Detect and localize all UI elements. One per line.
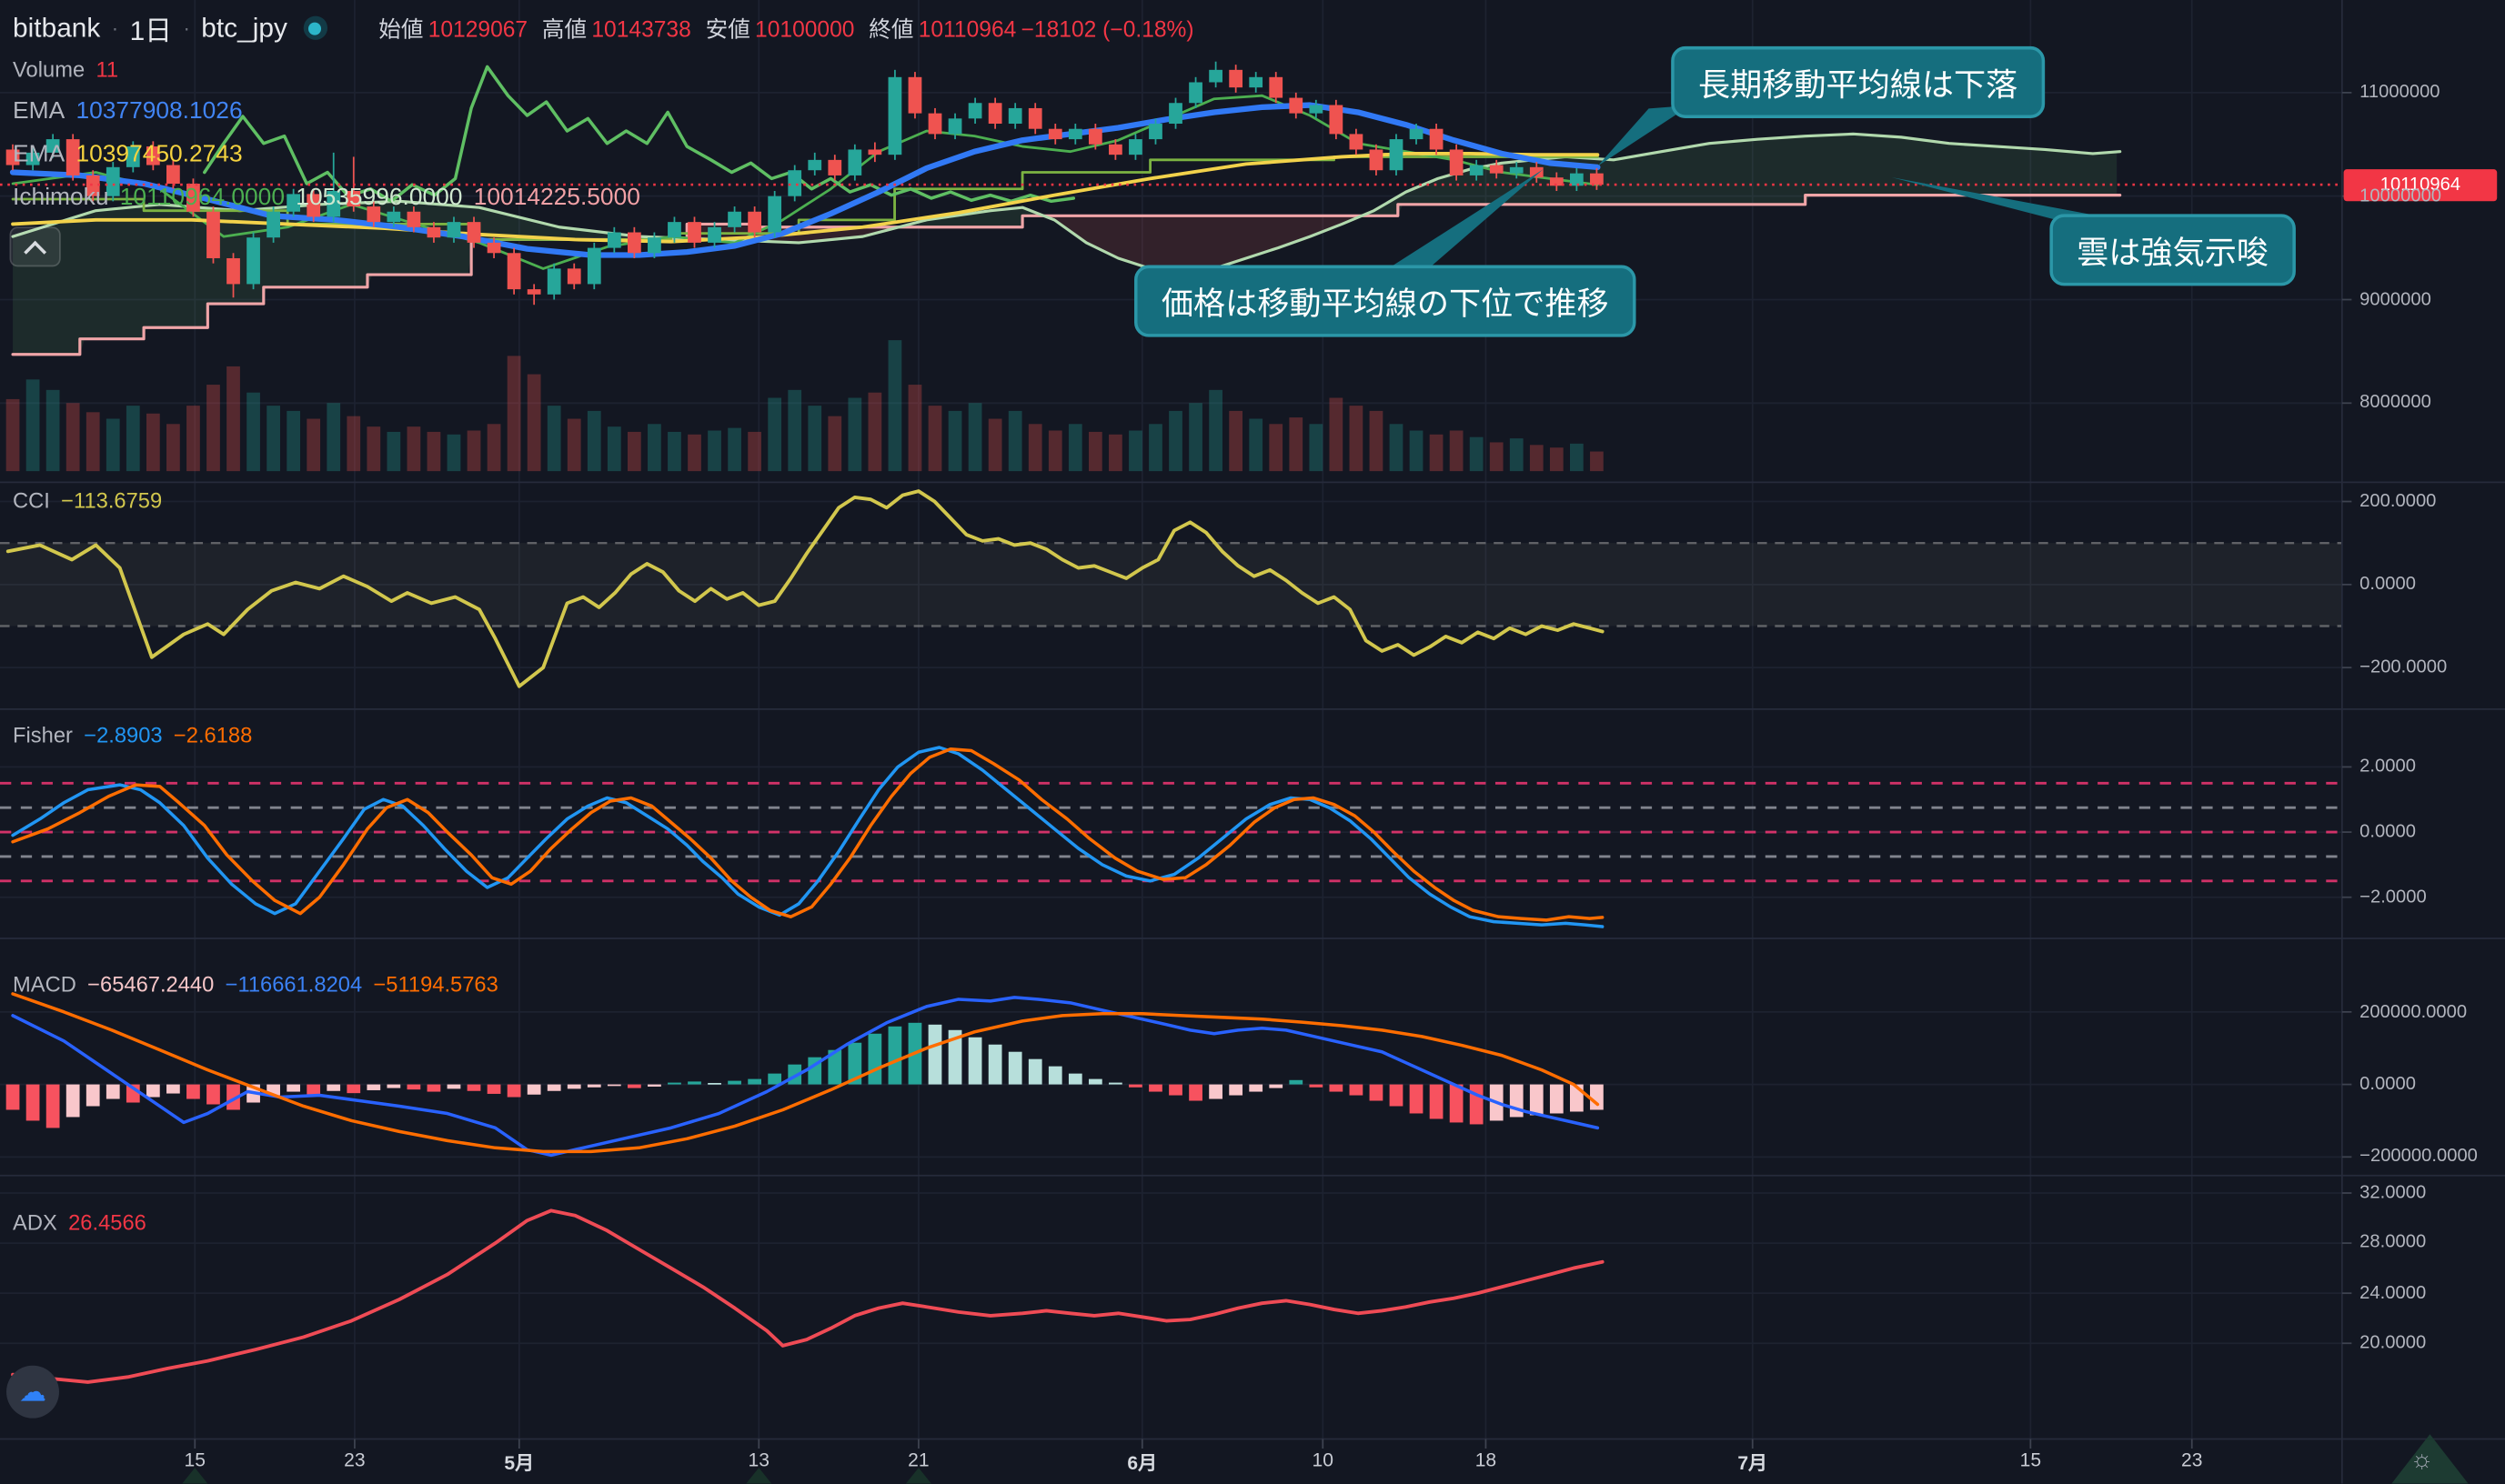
ema-label: EMA bbox=[13, 97, 65, 125]
price-pane[interactable] bbox=[9, 65, 2122, 356]
time-axis-label: 15 bbox=[2019, 1449, 2042, 1471]
callout-annotation-ma-falling[interactable]: 長期移動平均線は下落 bbox=[1671, 45, 2046, 118]
cci-label: CCI bbox=[13, 488, 50, 513]
fisher-value-1: −2.8903 bbox=[84, 723, 163, 747]
macd-hist-value: −65467.2440 bbox=[87, 972, 215, 997]
price-axis-label: −200000.0000 bbox=[2359, 1147, 2478, 1167]
close-label: 終値 bbox=[869, 15, 914, 42]
callout-annotation-price-below-ma[interactable]: 価格は移動平均線の下位で推移 bbox=[1134, 265, 1636, 337]
cci-pane[interactable] bbox=[0, 489, 2342, 688]
theme-toggle-button[interactable]: ☼ bbox=[2403, 1442, 2441, 1480]
change-value: −18102 (−0.18%) bbox=[1021, 15, 1194, 42]
adx-label: ADX bbox=[13, 1210, 57, 1235]
price-axis-label: 20.0000 bbox=[2359, 1333, 2427, 1353]
symbol-header: bitbank · 1日 · btc_jpy bbox=[13, 8, 327, 48]
sun-icon: ☼ bbox=[2409, 1447, 2434, 1475]
price-axis-label: −200.0000 bbox=[2359, 657, 2448, 677]
candlesticks bbox=[5, 61, 1604, 306]
pane-collapse-button[interactable] bbox=[9, 226, 61, 267]
ichimoku-value-1: 10110964.0000 bbox=[119, 183, 285, 211]
adx-legend[interactable]: ADX 26.4566 bbox=[13, 1210, 146, 1234]
ema-slow-legend[interactable]: EMA 10397450.2743 bbox=[13, 141, 243, 168]
fisher-label: Fisher bbox=[13, 723, 73, 747]
ichimoku-value-3: 10014225.5000 bbox=[473, 183, 640, 211]
price-axis-label: 200000.0000 bbox=[2359, 1002, 2468, 1022]
volume-bars bbox=[5, 340, 1604, 472]
high-value: 10143738 bbox=[591, 15, 691, 42]
cci-value: −113.6759 bbox=[61, 488, 163, 513]
high-label: 高値 bbox=[541, 15, 588, 42]
low-value: 10100000 bbox=[755, 15, 855, 42]
time-axis-label: 15 bbox=[184, 1449, 206, 1471]
price-axis-label: 24.0000 bbox=[2359, 1283, 2427, 1303]
exchange-name[interactable]: bitbank bbox=[13, 12, 101, 43]
price-axis-label: 200.0000 bbox=[2359, 491, 2437, 512]
price-axis-label: 0.0000 bbox=[2359, 1075, 2416, 1095]
ichimoku-label: Ichimoku bbox=[13, 183, 109, 211]
macd-signal-value: −51194.5763 bbox=[373, 972, 498, 997]
session-marks bbox=[182, 91, 2469, 1484]
price-axis-label: 0.0000 bbox=[2359, 575, 2416, 595]
symbol-name[interactable]: btc_jpy bbox=[201, 12, 287, 43]
time-axis-label: 5月 bbox=[504, 1451, 535, 1475]
macd-label: MACD bbox=[13, 972, 76, 997]
macd-line-value: −116661.8204 bbox=[225, 972, 363, 997]
time-axis-label: 23 bbox=[344, 1449, 366, 1471]
time-axis-label: 23 bbox=[2181, 1449, 2203, 1471]
time-axis-label: 10 bbox=[1312, 1449, 1334, 1471]
chevron-up-icon bbox=[24, 239, 47, 263]
ohlc-readout: 始値 10129067 高値 10143738 安値 10100000 終値 1… bbox=[378, 13, 1193, 45]
ema-fast-legend[interactable]: EMA 10377908.1026 bbox=[13, 97, 243, 125]
price-axis-label: 8000000 bbox=[2359, 393, 2431, 413]
ema-slow-value: 10397450.2743 bbox=[75, 140, 243, 168]
price-axis-label: 2.0000 bbox=[2359, 757, 2416, 777]
open-value: 10129067 bbox=[428, 15, 528, 42]
market-status-icon bbox=[303, 15, 327, 40]
cci-legend[interactable]: CCI −113.6759 bbox=[13, 488, 162, 512]
ichimoku-cloud-logo[interactable]: ☁ bbox=[6, 1365, 59, 1419]
cloud-icon: ☁ bbox=[19, 1376, 46, 1407]
fisher-legend[interactable]: Fisher −2.8903 −2.6188 bbox=[13, 724, 252, 747]
time-axis-label: 13 bbox=[748, 1449, 770, 1471]
price-axis-label: 11000000 bbox=[2359, 83, 2440, 103]
time-axis-label: 18 bbox=[1474, 1449, 1497, 1471]
close-value: 10110964 bbox=[918, 15, 1017, 42]
macd-legend[interactable]: MACD −65467.2440 −116661.8204 −51194.576… bbox=[13, 973, 498, 997]
price-axis-label: 28.0000 bbox=[2359, 1233, 2427, 1253]
time-axis-label: 21 bbox=[908, 1449, 930, 1471]
ema-label: EMA bbox=[13, 140, 65, 168]
price-axis-label: 32.0000 bbox=[2359, 1183, 2427, 1203]
time-axis-label: 6月 bbox=[1127, 1451, 1158, 1475]
low-label: 安値 bbox=[705, 15, 750, 42]
volume-label: Volume bbox=[13, 57, 86, 82]
ichimoku-legend[interactable]: Ichimoku 10110964.0000 10535996.0000 100… bbox=[13, 184, 640, 211]
price-axis-label: −2.0000 bbox=[2359, 887, 2427, 907]
adx-pane[interactable] bbox=[11, 1208, 1605, 1384]
time-axis-label: 7月 bbox=[1737, 1451, 1768, 1475]
adx-value: 26.4566 bbox=[68, 1210, 146, 1235]
ichimoku-value-2: 10535996.0000 bbox=[296, 183, 463, 211]
volume-value: 11 bbox=[96, 57, 119, 82]
interval-selector[interactable]: 1日 bbox=[129, 15, 173, 46]
fisher-value-2: −2.6188 bbox=[173, 723, 253, 747]
fisher-pane[interactable] bbox=[0, 746, 2342, 928]
callout-annotation-cloud-bullish[interactable]: 雲は強気示唆 bbox=[2049, 214, 2296, 286]
price-axis-label: 10000000 bbox=[2359, 186, 2442, 206]
price-axis-label: 0.0000 bbox=[2359, 822, 2416, 842]
header-separator: · bbox=[183, 15, 190, 40]
last-price-badge: 10110964 bbox=[2343, 169, 2498, 202]
macd-pane[interactable] bbox=[5, 992, 1604, 1158]
volume-legend[interactable]: Volume 11 bbox=[13, 57, 118, 81]
price-axis-label: 9000000 bbox=[2359, 289, 2431, 310]
header-separator: · bbox=[111, 15, 119, 40]
ema-fast-value: 10377908.1026 bbox=[75, 97, 243, 125]
open-label: 始値 bbox=[378, 15, 424, 42]
